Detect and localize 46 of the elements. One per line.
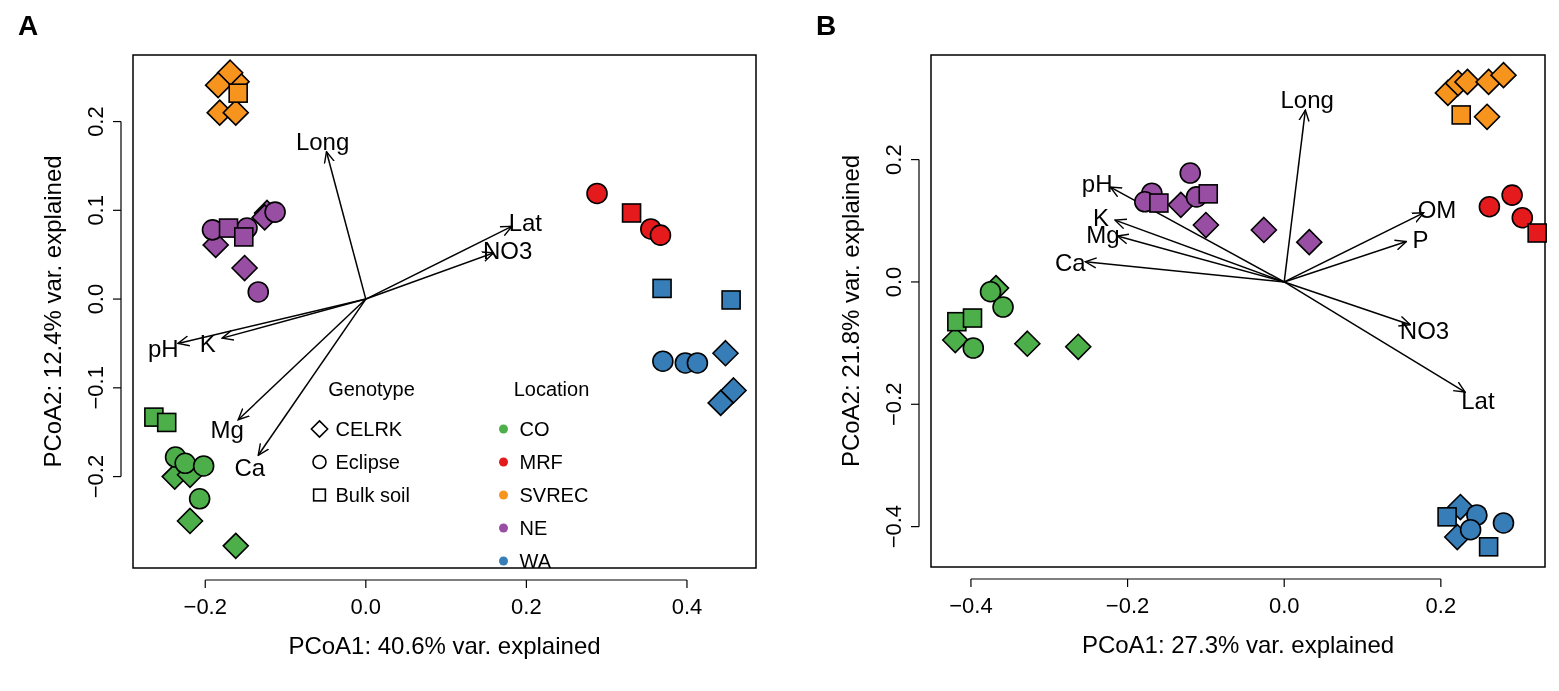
y-tick-label: −0.2 (83, 454, 108, 499)
y-axis-title: PCoA2: 12.4% var. explained (39, 155, 66, 468)
annotation: Genotype (328, 378, 415, 400)
series-label: Mg (210, 416, 244, 444)
x-tick-label: 0.2 (511, 594, 542, 619)
legend-label: Ca (234, 453, 266, 481)
y-tick-label: 0.2 (881, 144, 906, 175)
x-tick-label: 0.4 (671, 594, 703, 619)
x-tick-label: −0.2 (1105, 593, 1150, 618)
annotation: Location (513, 378, 590, 400)
y-tick-label: −0.1 (83, 366, 108, 410)
chart-title: A (18, 10, 39, 41)
annotation: CO (519, 418, 550, 440)
series-label: pH (1081, 169, 1113, 197)
series-label: Long (295, 128, 350, 156)
x-tick-label: 0.2 (1425, 593, 1457, 618)
series-label: P (1412, 226, 1429, 254)
series-label: OM (1417, 195, 1457, 223)
x-axis-title: PCoA1: 40.6% var. explained (288, 632, 601, 659)
chart-title: B (816, 10, 837, 41)
y-tick-label: −0.4 (881, 504, 906, 549)
y-tick-label: 0.1 (83, 195, 108, 226)
annotation: CELRK (335, 418, 403, 440)
y-tick-label: 0.2 (83, 106, 108, 137)
y-axis-title: PCoA2: 21.8% var. explained (837, 154, 864, 468)
annotation: WA (519, 550, 552, 572)
series-label: Long (1280, 86, 1334, 114)
series-label: Ca (1055, 248, 1087, 276)
series-label: Lat (1461, 386, 1495, 414)
annotation: NE (519, 517, 548, 539)
series-label: pH (148, 334, 179, 362)
annotation: MRF (519, 451, 563, 473)
x-tick-label: 0.0 (350, 594, 382, 619)
x-tick-label: 0.0 (1268, 593, 1300, 618)
annotation: SVREC (519, 484, 589, 506)
series-label: Lat (508, 209, 543, 237)
x-axis-title: PCoA1: 27.3% var. explained (1081, 631, 1395, 658)
annotation: Bulk soil (335, 484, 410, 506)
x-tick-label: −0.2 (183, 594, 227, 619)
x-tick-label: −0.4 (949, 593, 993, 618)
y-tick-label: −0.2 (881, 382, 906, 426)
series-label: NO3 (1399, 316, 1450, 344)
series-label: NO3 (482, 237, 533, 265)
y-tick-label: 0.0 (881, 266, 906, 298)
annotation: Eclipse (335, 451, 400, 473)
y-tick-label: 0.0 (83, 283, 108, 315)
